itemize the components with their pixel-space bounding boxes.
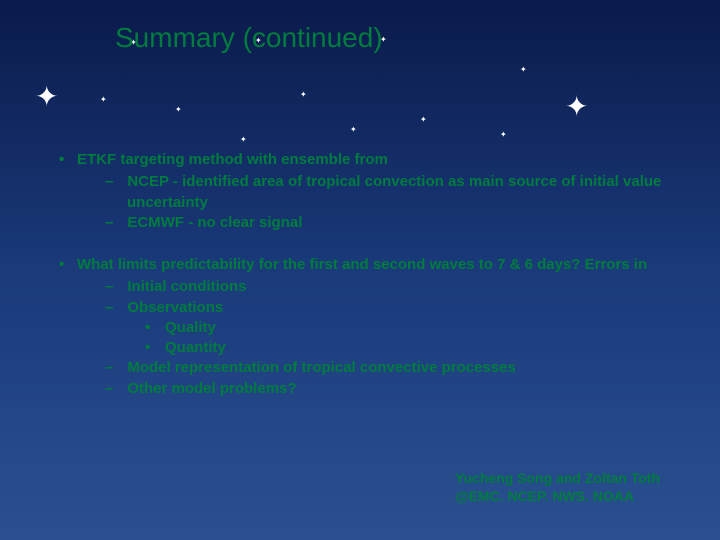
bullet-l2: ECMWF - no clear signal: [55, 213, 675, 233]
star-icon: ✦: [500, 130, 507, 139]
footer-authors: Yucheng Song and Zoltan Toth: [455, 469, 660, 487]
moon-icon: [580, 5, 710, 135]
bullet-l2: NCEP - identified area of tropical conve…: [55, 172, 675, 213]
slide-body: ETKF targeting method with ensemble from…: [55, 150, 675, 399]
star-icon: ✦: [175, 105, 182, 114]
bullet-l2: Observations: [55, 298, 675, 318]
star-icon: ✦: [100, 95, 107, 104]
bullet-l2: Initial conditions: [55, 277, 675, 297]
star-icon: ✦: [300, 90, 307, 99]
slide-title: Summary (continued): [115, 22, 383, 54]
star-icon: ✦: [350, 125, 357, 134]
bullet-l1: ETKF targeting method with ensemble from: [55, 150, 675, 170]
slide-footer: Yucheng Song and Zoltan Toth @EMC. NCEP.…: [455, 469, 660, 505]
star-icon: ✦: [35, 80, 58, 113]
footer-affiliation: @EMC. NCEP. NWS. NOAA: [455, 487, 660, 505]
bullet-l3: Quality: [55, 318, 675, 338]
bullet-l2: Other model problems?: [55, 379, 675, 399]
star-icon: ✦: [520, 65, 527, 74]
bullet-l2: Model representation of tropical convect…: [55, 358, 675, 378]
bullet-l3: Quantity: [55, 338, 675, 358]
star-icon: ✦: [565, 90, 588, 123]
star-icon: ✦: [240, 135, 247, 144]
star-icon: ✦: [420, 115, 427, 124]
bullet-l1: What limits predictability for the first…: [55, 255, 675, 275]
